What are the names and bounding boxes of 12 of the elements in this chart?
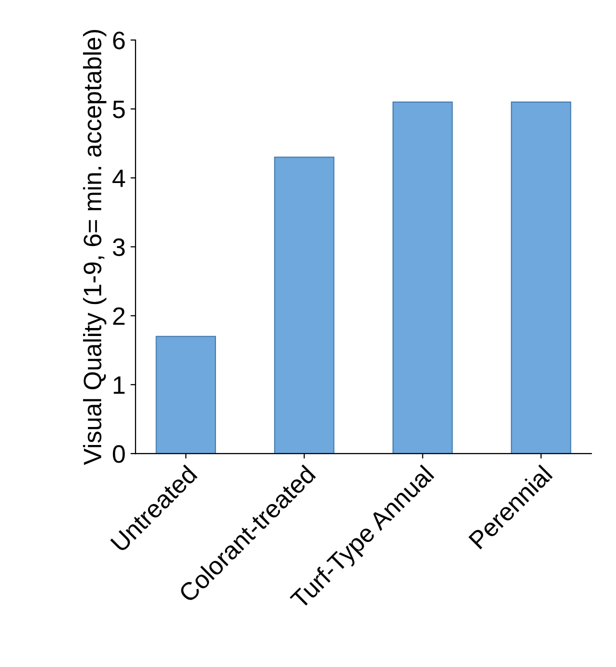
bar — [510, 101, 572, 454]
bar — [156, 336, 216, 454]
y-tick-label: 0 — [112, 445, 125, 463]
y-tick-label: 4 — [112, 170, 126, 187]
y-tick-label: 5 — [112, 100, 125, 118]
y-tick-label: 3 — [112, 238, 125, 256]
bar — [392, 101, 453, 454]
y-axis-title: Visual Quality (1-9, 6= min. acceptable) — [83, 30, 106, 465]
y-tick-label: 6 — [113, 32, 125, 50]
y-tick-label: 2 — [113, 307, 125, 325]
bar — [274, 156, 334, 454]
y-tick-label: 1 — [114, 376, 125, 394]
